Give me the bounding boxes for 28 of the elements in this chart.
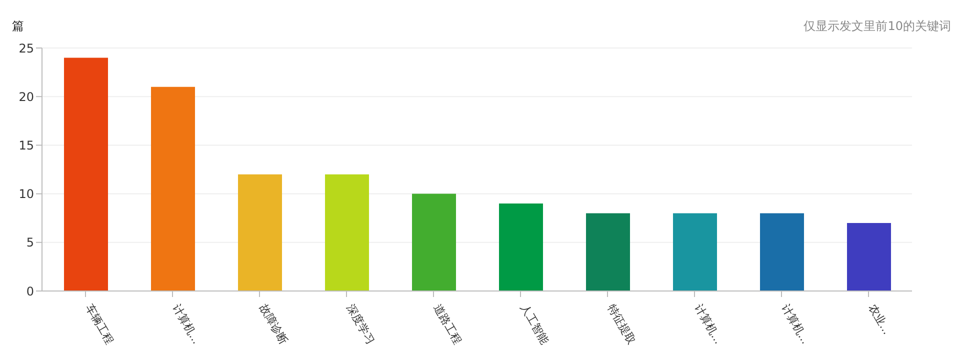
bar xyxy=(412,194,456,291)
y-tick-label: 10 xyxy=(18,187,34,202)
y-tick-label: 5 xyxy=(26,236,34,250)
y-tick-label: 0 xyxy=(26,284,34,298)
x-tick-label: 计算机... xyxy=(778,302,812,346)
y-tick-label: 15 xyxy=(18,138,34,152)
bar xyxy=(238,174,282,291)
bar xyxy=(499,204,543,291)
x-tick-label: 计算机... xyxy=(170,302,203,346)
bar xyxy=(760,213,804,291)
bar xyxy=(586,213,630,291)
bar xyxy=(151,86,195,291)
bar xyxy=(847,222,891,291)
x-tick-label: 深度学习 xyxy=(344,302,378,347)
bar xyxy=(673,213,717,291)
x-tick-label: 故障诊断 xyxy=(256,302,290,347)
y-tick-label: 25 xyxy=(18,41,34,56)
x-tick-label: 道路工程 xyxy=(430,302,464,347)
y-axis-title: 篇 xyxy=(12,18,24,35)
text: 仅显示发文里前10的关键词 xyxy=(804,18,951,35)
x-tick-label: 农业... xyxy=(866,302,894,337)
x-tick-label: 特征提取 xyxy=(604,302,638,347)
bar xyxy=(64,58,108,291)
x-tick-label: 计算机... xyxy=(692,302,725,346)
x-tick-label: 车辆工程 xyxy=(82,302,116,347)
x-tick-label: 人工智能 xyxy=(518,302,552,347)
bar xyxy=(325,174,369,291)
y-tick-label: 20 xyxy=(18,90,34,104)
